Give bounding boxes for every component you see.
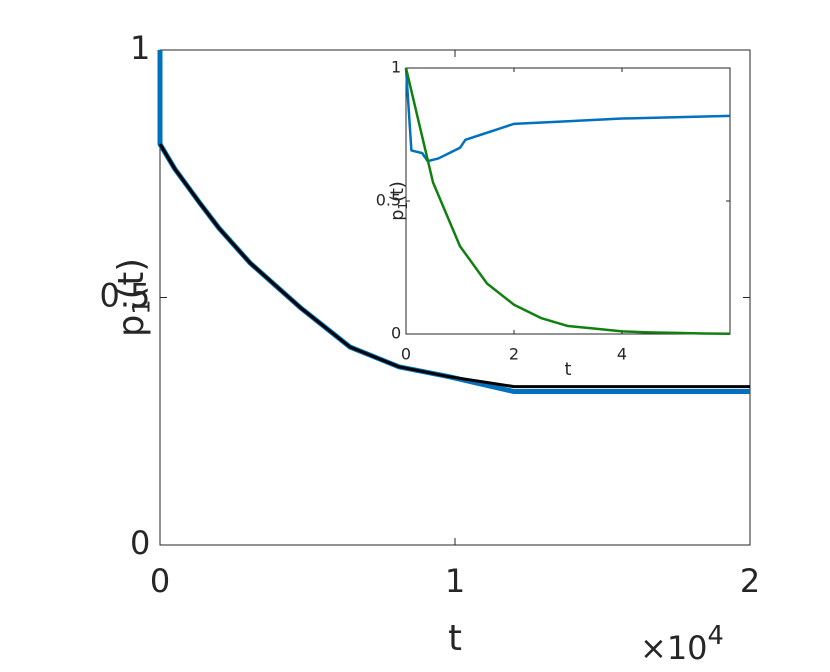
y-label-base: p: [388, 210, 408, 221]
x-tick-label: 0: [401, 345, 411, 364]
y-axis-label: p1(t): [388, 181, 409, 220]
y-tick-label: 0.5: [376, 191, 401, 210]
x-tick-label: 2: [740, 562, 760, 600]
y-tick-label: 0.5: [100, 277, 151, 315]
x-scale-exponent: 4: [708, 621, 724, 651]
x-scale-base: ×10: [640, 629, 708, 667]
y-tick-label: 0: [130, 524, 150, 562]
series-line: [404, 67, 731, 335]
x-tick-label: 0: [150, 562, 170, 600]
y-tick-label: 1: [130, 29, 150, 67]
y-label-rest: (t): [388, 181, 408, 202]
y-label-base: p: [111, 315, 152, 337]
plot-area: [405, 67, 731, 335]
y-axis-label: p1(t): [111, 258, 156, 337]
series-line: [158, 143, 750, 389]
x-tick-label: 1: [445, 562, 465, 600]
y-label-rest: (t): [111, 258, 152, 299]
y-label-sub: 1: [128, 299, 156, 314]
series-line: [404, 67, 731, 163]
x-scale-label: ×104: [640, 621, 724, 667]
y-label-sub: 1: [395, 202, 409, 210]
x-tick-label: 4: [617, 345, 627, 364]
x-tick-label: 2: [509, 345, 519, 364]
x-axis-label: t: [565, 360, 572, 380]
y-tick-label: 0: [391, 324, 401, 343]
x-axis-label: t: [448, 618, 462, 659]
y-tick-label: 1: [391, 58, 401, 77]
